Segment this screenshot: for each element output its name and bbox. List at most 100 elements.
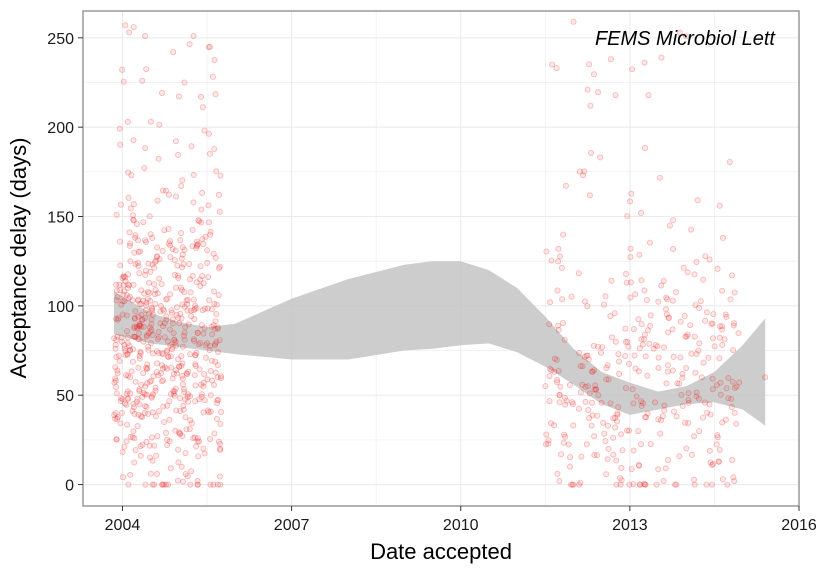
data-point: [153, 369, 160, 376]
data-point: [211, 300, 218, 307]
data-point: [182, 414, 189, 421]
data-point: [130, 201, 137, 208]
data-point: [658, 54, 665, 61]
data-point: [719, 341, 726, 348]
data-point: [113, 336, 120, 343]
data-point: [186, 393, 193, 400]
data-point: [144, 365, 151, 372]
data-point: [581, 168, 588, 175]
data-point: [182, 324, 189, 331]
data-point: [218, 408, 225, 415]
data-point: [204, 340, 211, 347]
data-point: [177, 237, 184, 244]
data-point: [117, 397, 124, 404]
data-point: [125, 281, 132, 288]
data-point: [117, 238, 124, 245]
data-point: [663, 380, 670, 387]
data-point: [171, 392, 178, 399]
data-point: [614, 418, 621, 425]
data-point: [688, 226, 695, 233]
data-point: [153, 257, 160, 264]
data-point: [679, 402, 686, 409]
data-point: [579, 363, 586, 370]
data-point: [136, 320, 143, 327]
data-point: [127, 471, 134, 478]
data-point: [181, 329, 188, 336]
data-point: [682, 333, 689, 340]
data-point: [726, 158, 733, 165]
data-point: [215, 438, 222, 445]
data-point: [136, 322, 143, 329]
data-point: [113, 315, 120, 322]
data-point: [188, 143, 195, 150]
data-point: [179, 244, 186, 251]
data-point: [608, 277, 615, 284]
data-point: [123, 372, 130, 379]
data-point: [147, 470, 154, 477]
data-point: [181, 336, 188, 343]
data-point: [154, 335, 161, 342]
data-point: [685, 419, 692, 426]
data-point: [664, 368, 671, 375]
data-point: [192, 398, 199, 405]
data-point: [141, 391, 148, 398]
data-point: [626, 360, 633, 367]
data-point: [156, 275, 163, 282]
data-point: [130, 333, 137, 340]
data-point: [693, 350, 700, 357]
data-point: [729, 378, 736, 385]
data-point: [201, 325, 208, 332]
data-point: [650, 345, 657, 352]
data-point: [603, 376, 610, 383]
data-point: [164, 338, 171, 345]
data-point: [170, 330, 177, 337]
data-point: [684, 331, 691, 338]
data-point: [692, 302, 699, 309]
data-point: [125, 169, 132, 176]
data-point: [560, 231, 567, 238]
data-point: [684, 269, 691, 276]
data-point: [124, 395, 131, 402]
data-point: [216, 208, 223, 215]
data-point: [208, 357, 215, 364]
data-point: [655, 364, 662, 371]
data-point: [209, 331, 216, 338]
data-point: [144, 295, 151, 302]
data-point: [116, 281, 123, 288]
data-point: [143, 380, 150, 387]
data-point: [142, 238, 149, 245]
data-point: [182, 470, 189, 477]
data-point: [181, 246, 188, 253]
data-point: [728, 403, 735, 410]
data-point: [205, 274, 212, 281]
data-point: [691, 271, 698, 278]
data-point: [200, 409, 207, 416]
data-point: [558, 451, 565, 458]
data-point: [179, 251, 186, 258]
data-point: [582, 383, 589, 390]
data-point: [151, 281, 158, 288]
data-point: [131, 333, 138, 340]
data-point: [199, 273, 206, 280]
data-point: [204, 305, 211, 312]
data-point: [201, 450, 208, 457]
data-point: [624, 338, 631, 345]
y-tick-label: 250: [47, 31, 74, 48]
data-point: [730, 347, 737, 354]
data-point: [158, 362, 165, 369]
data-point: [633, 393, 640, 400]
data-point: [729, 272, 736, 279]
data-point: [660, 277, 667, 284]
data-point: [629, 66, 636, 73]
x-tick-label: 2013: [612, 517, 648, 534]
data-point: [168, 364, 175, 371]
data-point: [207, 481, 214, 488]
data-point: [167, 253, 174, 260]
data-point: [131, 323, 138, 330]
data-point: [114, 370, 121, 377]
data-point: [709, 386, 716, 393]
data-point: [559, 296, 566, 303]
data-point: [199, 236, 206, 243]
data-point: [721, 336, 728, 343]
data-point: [696, 428, 703, 435]
